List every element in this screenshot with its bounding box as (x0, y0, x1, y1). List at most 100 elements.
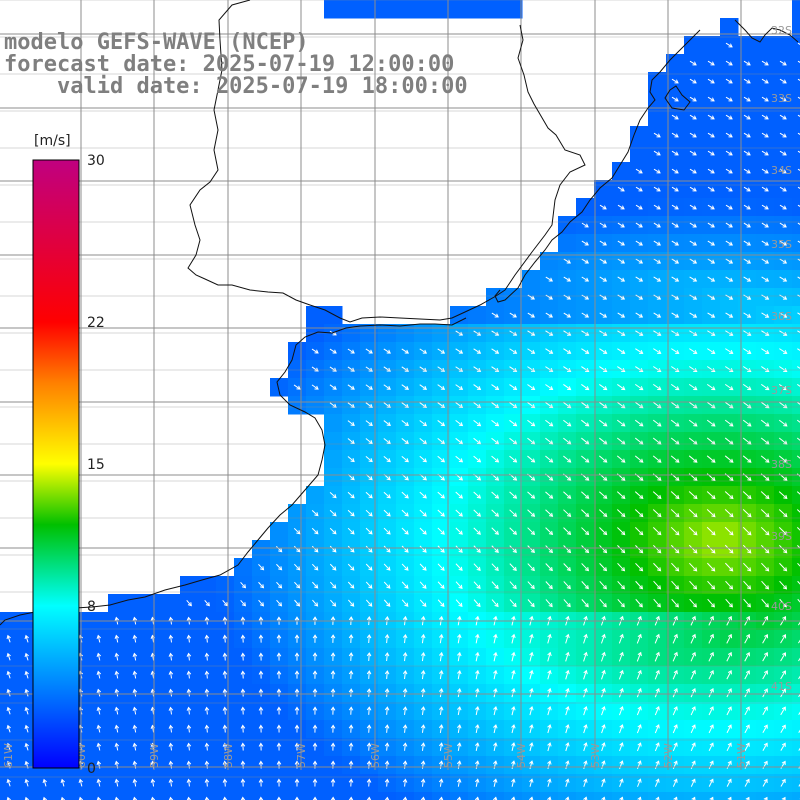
wind-arrow (798, 639, 800, 644)
wind-arrow (204, 706, 210, 715)
wind-arrow (563, 509, 572, 517)
wind-arrow (601, 669, 606, 680)
wind-arrow (599, 563, 608, 572)
coastline-lagoon (734, 19, 799, 43)
wind-arrow (186, 742, 192, 751)
wind-arrow (707, 562, 716, 572)
wind-arrow (690, 760, 696, 769)
wind-cell (558, 234, 577, 253)
wind-arrow (689, 168, 697, 174)
wind-arrow (437, 366, 446, 372)
wind-arrow (473, 348, 482, 354)
wind-cell (342, 0, 361, 19)
wind-arrow (347, 420, 355, 426)
wind-arrow (491, 419, 500, 427)
wind-arrow (547, 742, 552, 752)
wind-arrow (366, 634, 372, 644)
wind-arrow (742, 383, 752, 391)
wind-arrow (619, 760, 624, 770)
wind-arrow (706, 544, 716, 554)
wind-arrow (545, 509, 554, 517)
wind-arrow (312, 581, 319, 589)
wind-arrow (527, 455, 536, 463)
wind-cell (792, 432, 800, 451)
wind-arrow (545, 384, 554, 391)
wind-cell (720, 18, 739, 37)
wind-arrow (779, 78, 787, 84)
wind-arrow (689, 312, 698, 318)
wind-arrow (563, 330, 572, 336)
wind-arrow (761, 258, 770, 264)
wind-arrow (600, 633, 606, 644)
wind-arrow (761, 598, 769, 608)
wind-arrow (601, 687, 606, 698)
wind-arrow (671, 258, 680, 264)
wind-arrow (726, 724, 732, 734)
wind-arrow (168, 724, 174, 733)
wind-arrow (366, 688, 372, 697)
wind-arrow (563, 599, 571, 608)
wind-arrow (493, 687, 498, 698)
wind-arrow (222, 688, 228, 697)
wind-arrow (330, 652, 336, 661)
wind-arrow (96, 652, 102, 661)
wind-arrow (616, 455, 626, 463)
wind-arrow (671, 580, 680, 590)
wind-arrow (760, 526, 770, 536)
wind-cell (468, 792, 487, 800)
wind-arrow (761, 276, 770, 282)
wind-cell (792, 360, 800, 379)
wind-arrow (529, 705, 534, 716)
wind-arrow (654, 778, 660, 787)
wind-arrow (24, 688, 29, 697)
wind-arrow (653, 294, 662, 300)
wind-arrow (761, 580, 770, 590)
wind-arrow (511, 633, 516, 644)
wind-arrow (294, 742, 300, 751)
wind-arrow (797, 204, 800, 207)
wind-arrow (186, 724, 192, 733)
wind-cell (792, 558, 800, 577)
wind-arrow (688, 419, 698, 427)
wind-arrow (742, 526, 752, 536)
wind-arrow (329, 545, 337, 553)
wind-arrow (598, 437, 608, 445)
wind-arrow (6, 742, 11, 751)
wind-cell (792, 36, 800, 55)
wind-cell (486, 792, 505, 800)
wind-arrow (581, 330, 590, 336)
wind-arrow (634, 491, 644, 500)
wind-arrow (545, 401, 554, 409)
wind-cell (792, 504, 800, 523)
wind-arrow (186, 670, 192, 679)
wind-arrow (779, 276, 788, 282)
wind-arrow (743, 132, 751, 138)
longitude-labels: 61W 60W 59W 58W 57W 56W 55W 54W 53W 52W 51W (2, 743, 748, 768)
wind-arrow (438, 651, 444, 662)
wind-arrow (617, 312, 626, 318)
wind-arrow (724, 401, 734, 409)
wind-arrow (293, 563, 301, 571)
wind-arrow (402, 670, 408, 680)
wind-arrow (708, 651, 714, 662)
wind-arrow (688, 544, 698, 554)
wind-arrow (186, 600, 192, 607)
wind-cell (792, 540, 800, 559)
wind-arrow (581, 419, 590, 427)
wind-arrow (670, 509, 680, 518)
wind-arrow (743, 330, 752, 336)
wind-arrow (457, 651, 462, 662)
wind-arrow (671, 132, 679, 138)
wind-arrow (619, 724, 624, 734)
wind-arrow (601, 760, 606, 770)
wind-arrow (797, 366, 800, 369)
wind-arrow (617, 545, 626, 554)
wind-arrow (311, 527, 319, 535)
wind-arrow (509, 581, 517, 590)
wind-arrow (565, 633, 570, 644)
wind-arrow (276, 563, 283, 571)
wind-arrow (798, 726, 800, 733)
wind-arrow (761, 330, 770, 336)
wind-arrow (637, 778, 642, 787)
wind-arrow (491, 491, 500, 499)
